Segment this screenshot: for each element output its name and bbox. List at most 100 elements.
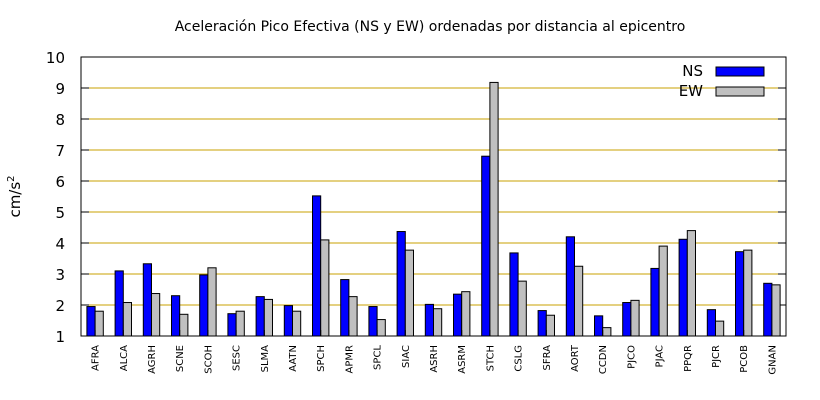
bar-ew-ppqr	[686, 230, 696, 337]
bar-ns-afra	[86, 306, 96, 337]
bar-ew-spch	[320, 239, 330, 337]
y-axis-label-exponent: 2	[6, 175, 17, 181]
bar-ew-asrh	[433, 308, 443, 337]
bar-ew-cslg	[517, 280, 527, 337]
x-tick-label: PJAC	[655, 345, 666, 367]
bar-ew-pjac	[658, 245, 668, 337]
y-tick-label: 8	[55, 111, 65, 129]
x-axis-ticks: AFRA ALCA AGRH SCNE SCOH SESC SLMA AATN SPCH APMR…	[91, 330, 778, 375]
x-tick-label: AFRA	[91, 345, 102, 371]
x-tick-label: CSLG	[514, 345, 525, 372]
x-tick-label: PJCR	[711, 345, 722, 368]
x-tick-label: SLMA	[260, 345, 271, 373]
bar-ew-siac	[404, 249, 414, 337]
x-tick-label: SPCL	[373, 345, 384, 370]
bar-ew-agrh	[151, 293, 161, 337]
bar-ew-pjco	[630, 299, 640, 337]
y-tick-label: 6	[55, 173, 65, 191]
bar-ew-alca	[122, 302, 133, 337]
bar-ew-pjcr	[715, 320, 725, 337]
legend-swatch-ew	[715, 86, 765, 97]
bar-ew-aort	[574, 265, 584, 337]
x-tick-label: ASRM	[457, 345, 468, 374]
bar-ns-scne	[171, 295, 181, 337]
bar-ew-sfra	[545, 314, 555, 337]
bar-ew-gnan	[771, 284, 781, 337]
y-tick-label: 2	[55, 297, 65, 315]
bar-ew-stch	[489, 81, 499, 337]
bar-ns-sesc	[227, 313, 237, 337]
bar-ns-spcl	[368, 306, 378, 337]
bar-ns-siac	[396, 231, 406, 337]
x-tick-label: SCOH	[203, 345, 214, 374]
bar-ew-scne	[179, 313, 189, 337]
bar-ns-alca	[114, 270, 124, 337]
y-tick-label: 4	[55, 235, 65, 253]
y-axis-ticks: 1 2 3 4 5 6 7 8 9 10	[46, 49, 786, 346]
bar-ns-aatn	[283, 305, 293, 337]
chart-title: Aceleración Pico Efectiva (NS y EW) orde…	[175, 19, 686, 35]
bar-ew-spcl	[376, 319, 386, 337]
bar-ns-aort	[565, 236, 575, 337]
x-tick-label: SFRA	[542, 345, 553, 371]
y-axis-label: cm/s2	[6, 175, 24, 217]
x-tick-label: AORT	[570, 344, 581, 372]
x-tick-label: ASRH	[429, 345, 440, 373]
bar-ns-cslg	[509, 252, 519, 337]
bar-ew-asrm	[461, 291, 471, 337]
x-tick-label: CCDN	[598, 345, 609, 374]
bar-ns-stch	[481, 155, 491, 337]
x-tick-label: APMR	[344, 345, 355, 373]
legend: NS EW	[679, 62, 765, 100]
bar-ew-sesc	[235, 310, 245, 337]
bar-ns-spch	[312, 195, 322, 337]
x-tick-label: SIAC	[401, 345, 412, 368]
bar-ew-ccdn	[602, 327, 612, 337]
y-axis-label-unit: cm/s	[6, 182, 24, 218]
bar-ew-apmr	[348, 296, 358, 337]
y-tick-label: 1	[55, 328, 65, 346]
bars	[86, 81, 781, 337]
x-tick-label: AGRH	[147, 345, 158, 374]
bar-ew-slma	[263, 298, 273, 337]
bar-ew-scoh	[207, 267, 217, 337]
bar-ns-pjac	[650, 267, 660, 337]
legend-label-ns: NS	[682, 62, 703, 80]
plot-frame	[80, 56, 787, 337]
bar-ns-pjcr	[706, 309, 716, 337]
bar-ew-afra	[94, 310, 104, 337]
x-tick-label: STCH	[485, 345, 496, 371]
y-tick-label: 10	[46, 49, 65, 67]
legend-label-ew: EW	[679, 82, 703, 100]
bar-ew-pcob	[743, 249, 753, 337]
y-tick-label: 7	[55, 142, 65, 160]
bar-ns-scoh	[199, 274, 209, 337]
bar-ns-ccdn	[594, 315, 604, 337]
bar-ns-pjco	[622, 302, 632, 337]
x-tick-label: GNAN	[767, 345, 778, 375]
x-tick-label: SPCH	[316, 345, 327, 372]
y-tick-label: 5	[55, 204, 65, 222]
bar-ns-pcob	[735, 251, 745, 337]
x-tick-label: ALCA	[119, 345, 130, 371]
x-tick-label: PJCO	[626, 345, 637, 369]
bar-ns-apmr	[340, 279, 350, 337]
x-tick-label: AATN	[288, 345, 299, 372]
bar-ns-agrh	[142, 263, 153, 337]
y-tick-label: 9	[55, 80, 65, 98]
bar-ns-ppqr	[678, 238, 688, 337]
bar-ns-gnan	[763, 282, 773, 337]
grid-lines	[81, 87, 786, 306]
legend-swatch-ns	[715, 66, 765, 77]
bar-ew-aatn	[292, 310, 302, 337]
x-tick-label: SCNE	[175, 345, 186, 372]
bar-ns-slma	[255, 296, 265, 337]
bar-ns-asrh	[424, 303, 434, 337]
x-tick-label: SESC	[232, 345, 243, 371]
y-tick-label: 3	[55, 266, 65, 284]
bar-ns-sfra	[537, 310, 547, 337]
x-tick-label: PPQR	[683, 345, 694, 372]
x-tick-label: PCOB	[739, 345, 750, 373]
bar-ns-asrm	[453, 293, 463, 337]
